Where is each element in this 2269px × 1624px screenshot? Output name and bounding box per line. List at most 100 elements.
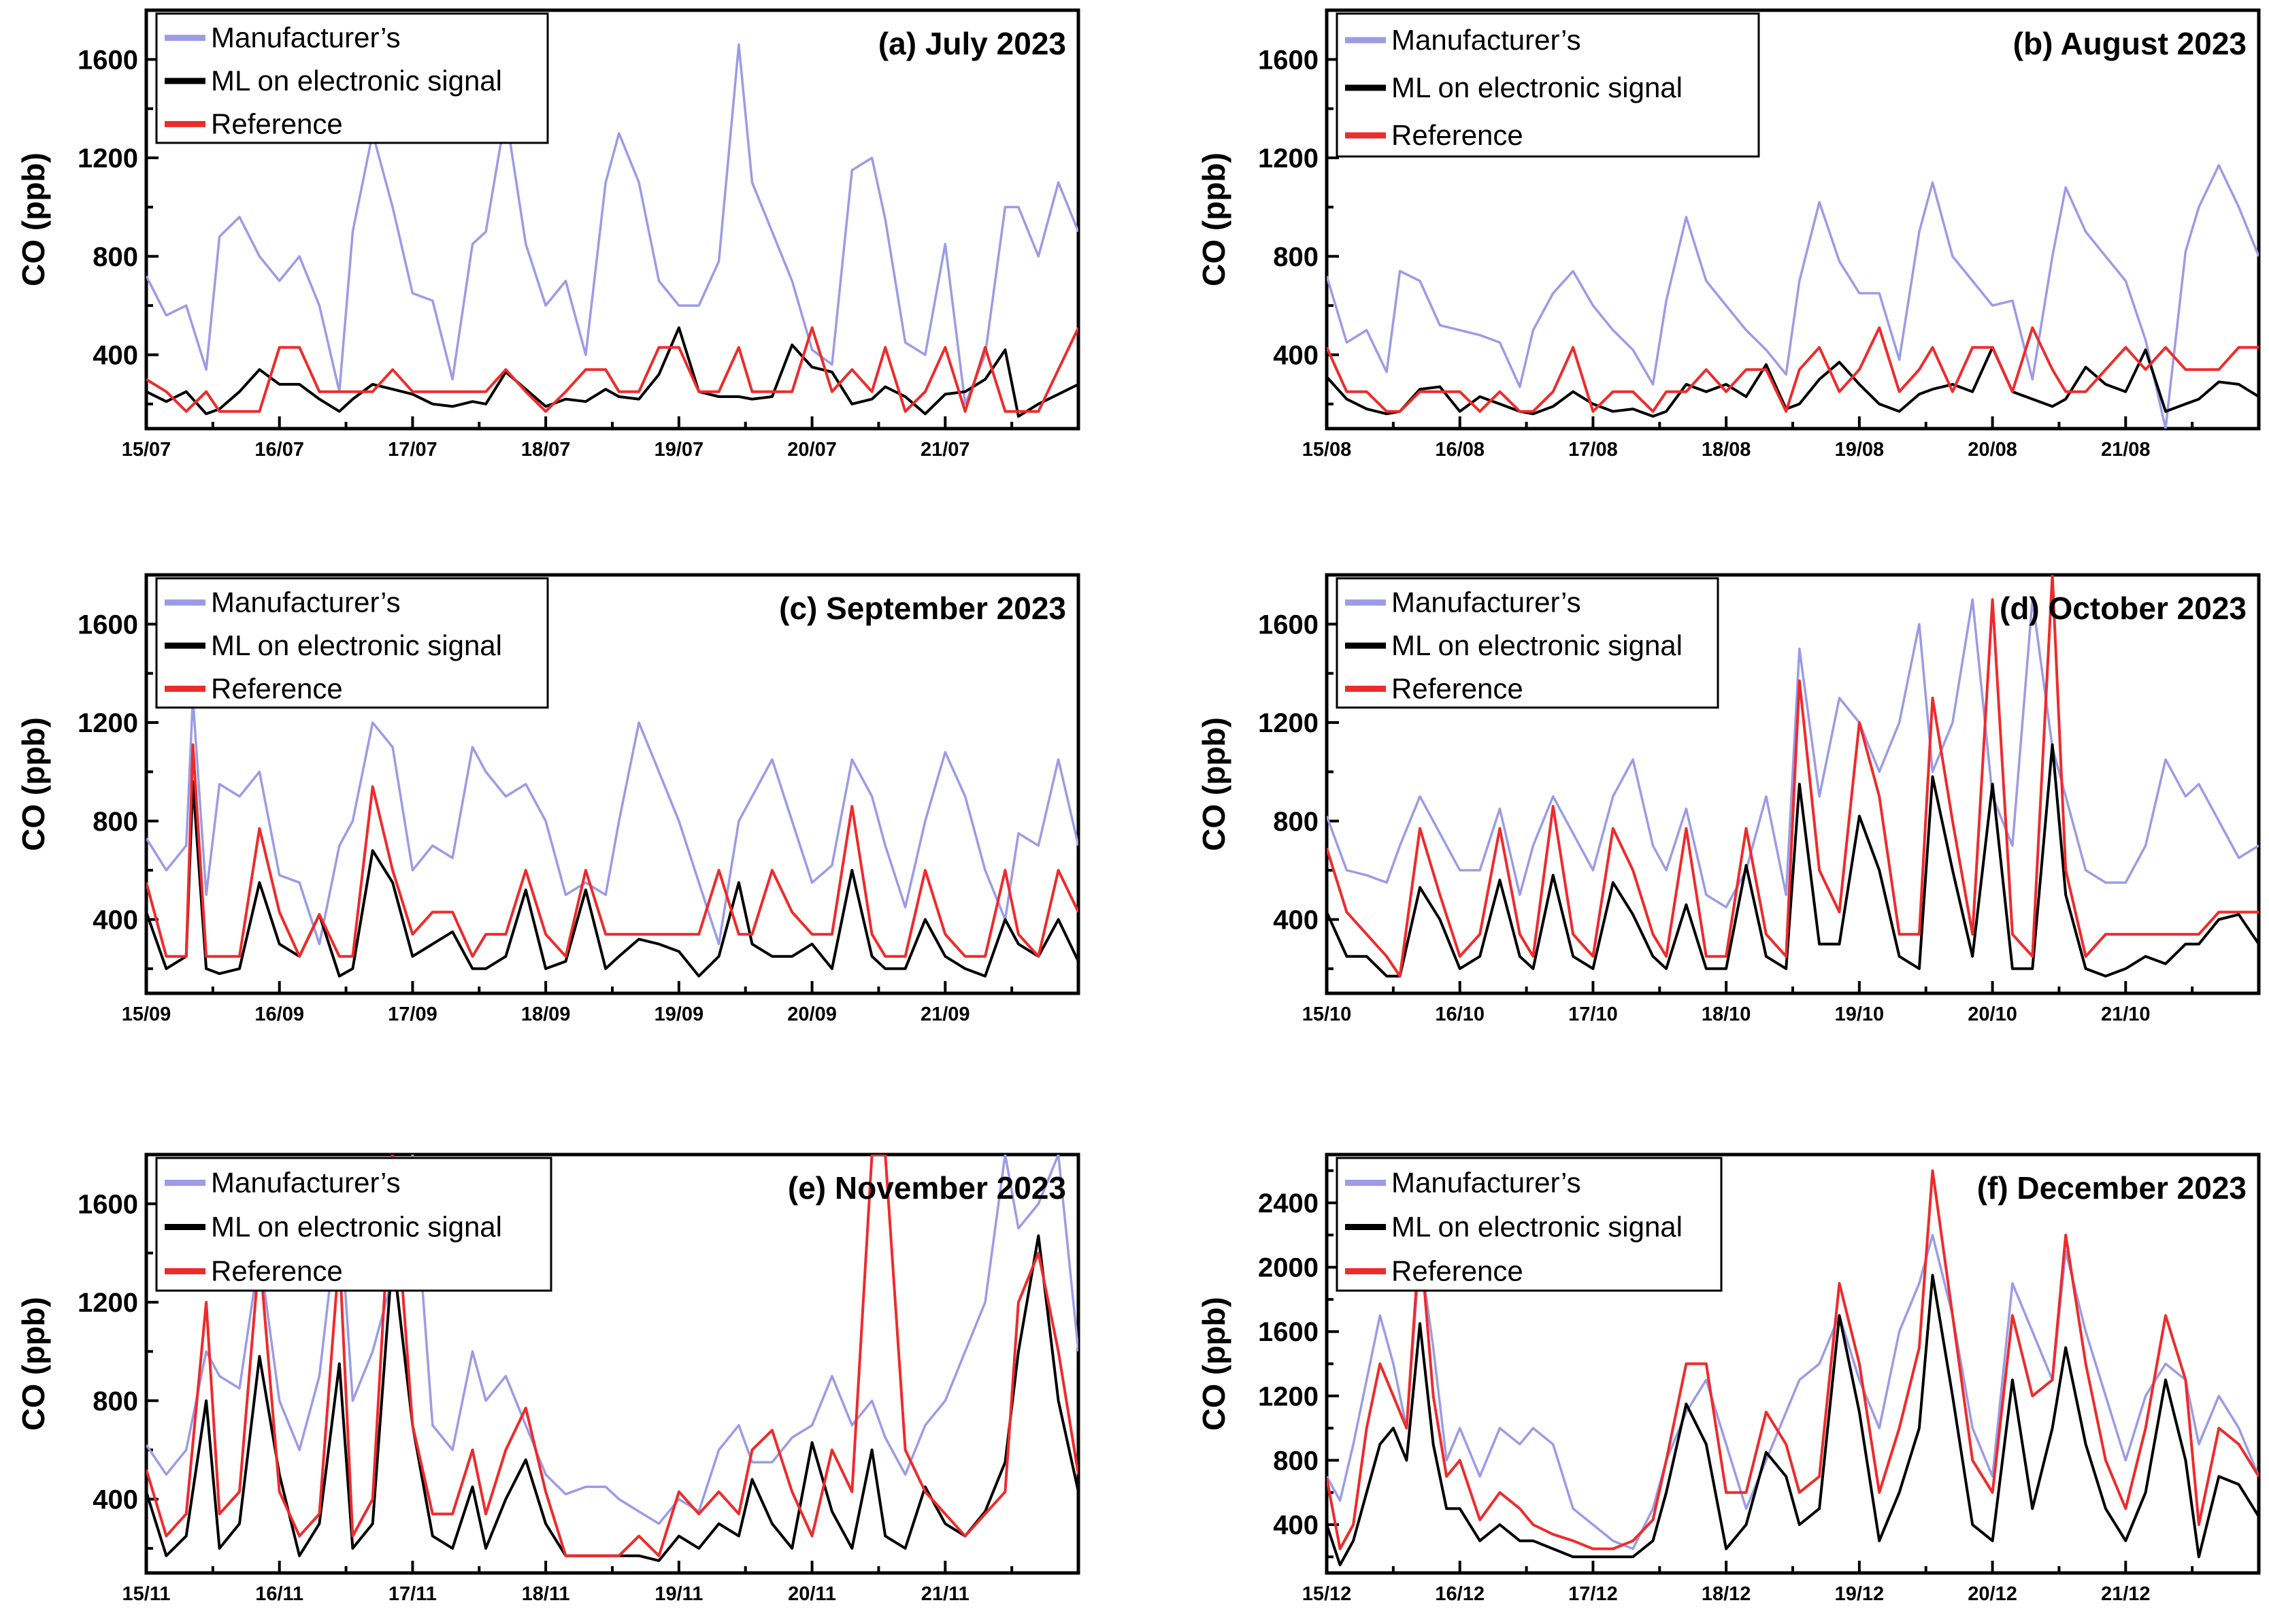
y-tick-label: 400 [1273, 340, 1319, 370]
x-tick-label: 15/12 [1302, 1583, 1352, 1605]
y-tick-label: 400 [93, 1485, 138, 1514]
x-tick-label: 18/11 [522, 1583, 570, 1605]
series-line-manufacturer [146, 697, 1078, 946]
series-line-manufacturer [1327, 164, 2259, 429]
x-tick-label: 18/12 [1702, 1583, 1751, 1605]
series-line-reference [1327, 575, 2259, 978]
y-tick-label: 1200 [78, 144, 138, 173]
y-axis-label: CO (ppb) [1196, 1297, 1231, 1431]
x-tick-label: 20/11 [788, 1583, 836, 1605]
legend-label-ml: ML on electronic signal [1391, 71, 1683, 103]
chart-panel-6: 400 800 1200 1600 2000 2400 15/12 16/12 17/12 18/… [1196, 1153, 2261, 1605]
x-tick-label: 19/10 [1835, 1004, 1885, 1025]
y-tick-label: 1200 [1258, 144, 1319, 173]
legend-box [155, 12, 549, 144]
y-tick-label: 1600 [1258, 610, 1319, 640]
legend-box [1336, 1157, 1723, 1292]
legend-label-ml: ML on electronic signal [1391, 1211, 1683, 1243]
legend-label-ml: ML on electronic signal [211, 1211, 502, 1243]
x-tick-label: 16/08 [1435, 439, 1485, 461]
y-tick-label: 1200 [78, 1288, 138, 1318]
y-tick-label: 800 [93, 807, 138, 837]
x-tick-label: 18/08 [1702, 439, 1751, 461]
legend-label-manufacturer: Manufacturer’s [1391, 1167, 1581, 1199]
legend-label-reference: Reference [1391, 672, 1523, 704]
series-group [146, 697, 1078, 978]
y-tick-label: 1600 [78, 1189, 138, 1219]
x-tick-label: 18/09 [521, 1004, 571, 1025]
series-line-ml [1327, 346, 2259, 418]
x-tick-label: 19/07 [655, 439, 704, 461]
legend-label-reference: Reference [1391, 119, 1523, 151]
legend-label-reference: Reference [1391, 1255, 1523, 1287]
legend-label-ml: ML on electronic signal [1391, 629, 1683, 661]
x-tick-label: 15/09 [122, 1004, 171, 1025]
y-tick-label: 800 [93, 1387, 138, 1416]
series-group [146, 1155, 1078, 1562]
y-tick-label: 1200 [1258, 1382, 1319, 1412]
y-tick-label: 400 [93, 340, 138, 370]
y-tick-label: 400 [93, 905, 138, 935]
series-line-ml [146, 326, 1078, 418]
x-tick-label: 15/08 [1302, 439, 1352, 461]
series-group [1327, 1169, 2259, 1567]
x-tick-label: 17/09 [388, 1004, 437, 1025]
x-tick-label: 17/07 [388, 439, 437, 461]
x-tick-label: 21/12 [2101, 1583, 2151, 1605]
legend-label-reference: Reference [211, 672, 343, 704]
y-tick-label: 1200 [78, 708, 138, 738]
y-axis-label: CO (ppb) [1196, 152, 1231, 286]
x-tick-label: 20/08 [1968, 439, 2017, 461]
series-line-ml [1327, 743, 2259, 978]
chart-title: (e) November 2023 [788, 1170, 1066, 1206]
legend-label-manufacturer: Manufacturer’s [211, 22, 401, 54]
x-tick-label: 16/07 [254, 439, 304, 461]
x-tick-label: 17/11 [388, 1583, 437, 1605]
legend-box [1336, 12, 1760, 158]
x-tick-label: 18/07 [521, 439, 571, 461]
series-group [146, 43, 1078, 418]
x-tick-label: 17/10 [1568, 1004, 1618, 1025]
legend-box [155, 577, 549, 709]
x-tick-label: 19/11 [655, 1583, 703, 1605]
x-tick-label: 21/09 [921, 1004, 970, 1025]
chart-title: (b) August 2023 [2013, 26, 2247, 61]
x-tick-label: 15/07 [122, 439, 171, 461]
y-tick-label: 1600 [1258, 45, 1319, 75]
y-tick-label: 1200 [1258, 708, 1319, 738]
legend-label-manufacturer: Manufacturer’s [211, 1167, 401, 1199]
legend-label-manufacturer: Manufacturer’s [1391, 586, 1581, 618]
y-tick-label: 2000 [1258, 1253, 1319, 1283]
series-line-manufacturer [1327, 1233, 2259, 1551]
x-tick-label: 21/07 [921, 439, 970, 461]
x-tick-label: 20/09 [787, 1004, 837, 1025]
x-tick-label: 21/08 [2101, 439, 2151, 461]
legend-label-manufacturer: Manufacturer’s [211, 586, 401, 618]
y-tick-label: 1600 [78, 45, 138, 75]
chart-title: (d) October 2023 [2000, 591, 2247, 626]
x-tick-label: 16/11 [255, 1583, 303, 1605]
x-tick-label: 16/12 [1435, 1583, 1485, 1605]
chart-title: (a) July 2023 [878, 26, 1066, 61]
y-tick-label: 2400 [1258, 1189, 1319, 1219]
x-tick-label: 20/07 [787, 439, 837, 461]
x-tick-label: 15/10 [1302, 1004, 1352, 1025]
series-line-manufacturer [146, 1155, 1078, 1525]
series-line-reference [1327, 1169, 2259, 1551]
y-tick-label: 800 [93, 242, 138, 272]
legend-label-manufacturer: Manufacturer’s [1391, 24, 1581, 56]
legend-label-ml: ML on electronic signal [211, 629, 502, 661]
chart-panel-4: 400 800 1200 1600 15/10 16/10 17/10 18/10 19/10 2… [1196, 573, 2261, 1025]
series-line-reference [146, 743, 1078, 958]
x-tick-label: 16/09 [254, 1004, 304, 1025]
legend-label-reference: Reference [211, 107, 343, 139]
series-line-reference [1327, 326, 2259, 413]
x-tick-label: 20/10 [1968, 1004, 2017, 1025]
series-group [1327, 164, 2259, 429]
chart-title: (c) September 2023 [779, 591, 1066, 626]
y-tick-label: 1600 [1258, 1317, 1319, 1347]
legend-box [155, 1157, 552, 1292]
y-axis-label: CO (ppb) [16, 1297, 51, 1431]
chart-panel-5: 400 800 1200 1600 15/11 16/11 17/11 18/11 19/11 2… [16, 1153, 1080, 1605]
